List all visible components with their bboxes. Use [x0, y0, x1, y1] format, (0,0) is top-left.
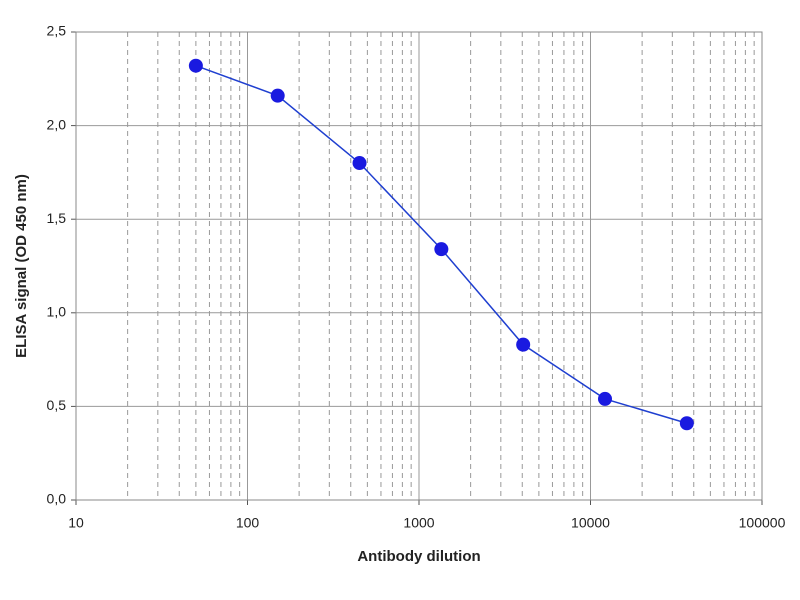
data-point: [352, 156, 367, 171]
y-tick-label: 1,0: [47, 304, 67, 320]
plot-frame: [75, 31, 763, 501]
x-tick-label: 10: [68, 515, 84, 531]
data-point: [434, 242, 449, 257]
y-axis-title: ELISA signal (OD 450 nm): [13, 174, 30, 358]
x-tick-label: 10000: [571, 515, 610, 531]
data-point: [188, 58, 203, 73]
y-tick-label: 2,0: [47, 116, 67, 132]
y-tick-label: 2,5: [47, 23, 67, 39]
y-tick-label: 0,0: [47, 491, 67, 507]
data-point: [516, 337, 531, 352]
x-tick-label: 1000: [403, 515, 434, 531]
data-point: [270, 88, 285, 103]
x-axis-title: Antibody dilution: [357, 548, 480, 565]
y-tick-label: 1,5: [47, 210, 67, 226]
data-point: [679, 416, 694, 431]
y-tick-label: 0,5: [47, 397, 67, 413]
data-point: [598, 391, 613, 406]
x-tick-label: 100: [236, 515, 260, 531]
x-tick-label: 100000: [739, 515, 786, 531]
